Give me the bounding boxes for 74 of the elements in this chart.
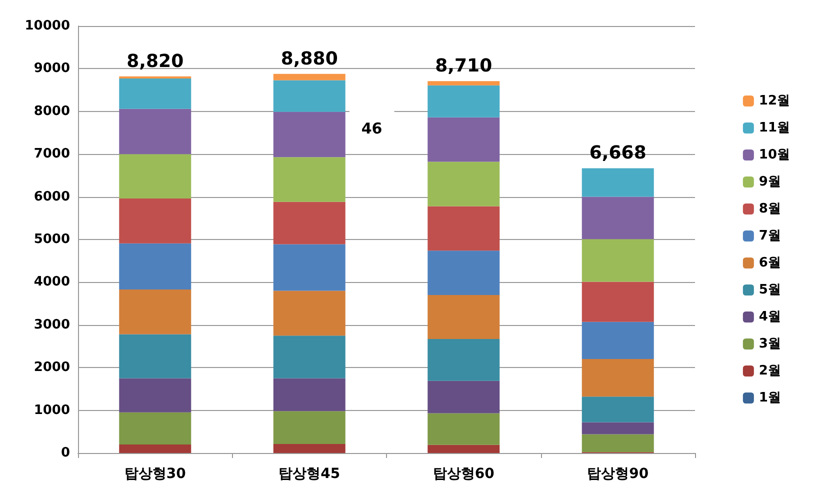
bar — [428, 380, 500, 414]
legend-label: 7월 — [758, 228, 781, 244]
legend-label: 11월 — [758, 120, 790, 136]
x-tick-label: 탑상형90 — [587, 466, 649, 482]
bar — [273, 202, 346, 244]
legend-label: 10월 — [758, 148, 790, 162]
legend-label: 1월 — [758, 390, 781, 406]
bar — [428, 338, 500, 381]
y-tick-label: 2000 — [34, 360, 70, 376]
y-tick-label: 10000 — [24, 18, 70, 34]
bar — [582, 359, 654, 397]
bar — [582, 239, 654, 282]
bar — [119, 334, 192, 378]
bar — [428, 85, 500, 118]
legend-label: 12월 — [758, 94, 790, 108]
bar — [582, 422, 654, 434]
bar — [428, 81, 500, 86]
bar — [273, 290, 346, 336]
bar — [119, 378, 192, 412]
bar — [428, 295, 500, 339]
bar — [428, 117, 500, 162]
legend-label: 2월 — [758, 364, 781, 378]
legend-label: 4월 — [758, 310, 781, 324]
y-tick-label: 9000 — [34, 61, 70, 76]
y-tick-label: 5000 — [34, 232, 70, 247]
bar — [273, 336, 346, 378]
total-label: 8,710 — [435, 56, 492, 77]
legend-label: 9월 — [758, 174, 781, 190]
y-tick-label: 3000 — [34, 317, 70, 332]
y-tick-label: 1000 — [34, 402, 70, 418]
bar — [119, 108, 192, 154]
x-tick-label: 탑상형60 — [432, 466, 495, 482]
total-label: 6,668 — [589, 142, 646, 164]
x-tick-label: 탑상형30 — [124, 466, 186, 482]
annotation: 46 — [361, 119, 382, 138]
legend-label: 3월 — [758, 336, 781, 352]
bar — [582, 196, 654, 240]
legend-label: 5월 — [758, 282, 781, 298]
bar — [273, 157, 346, 202]
y-tick-label: 6000 — [34, 189, 70, 204]
bar — [119, 412, 192, 444]
total-label: 8,880 — [280, 48, 338, 70]
bar — [582, 434, 654, 452]
legend-label: 6월 — [758, 256, 781, 270]
bar — [119, 198, 192, 244]
bar — [273, 378, 346, 412]
y-tick-label: 8000 — [34, 104, 70, 119]
bar — [119, 243, 192, 290]
bar — [273, 74, 346, 80]
bar — [119, 444, 192, 453]
bar — [273, 444, 346, 453]
y-tick-label: 4000 — [34, 274, 70, 290]
x-tick-label: 탑상형45 — [278, 466, 340, 482]
bar — [273, 112, 346, 158]
bar — [582, 396, 654, 422]
bar — [273, 411, 346, 444]
bar — [582, 168, 654, 197]
bar — [428, 444, 500, 453]
bar — [119, 76, 192, 79]
bar — [428, 413, 500, 445]
y-tick-label: 0 — [60, 446, 70, 460]
bar — [428, 162, 500, 206]
total-label: 8,820 — [126, 50, 184, 72]
bar — [428, 250, 500, 296]
bar — [582, 322, 654, 360]
bar — [119, 154, 192, 199]
bar — [582, 282, 654, 322]
y-tick-label: 7000 — [34, 146, 70, 162]
bar — [428, 206, 500, 251]
bar — [119, 289, 192, 334]
legend-label: 8월 — [758, 202, 781, 216]
bar — [273, 244, 346, 291]
bar — [119, 78, 192, 109]
bar — [273, 80, 346, 112]
